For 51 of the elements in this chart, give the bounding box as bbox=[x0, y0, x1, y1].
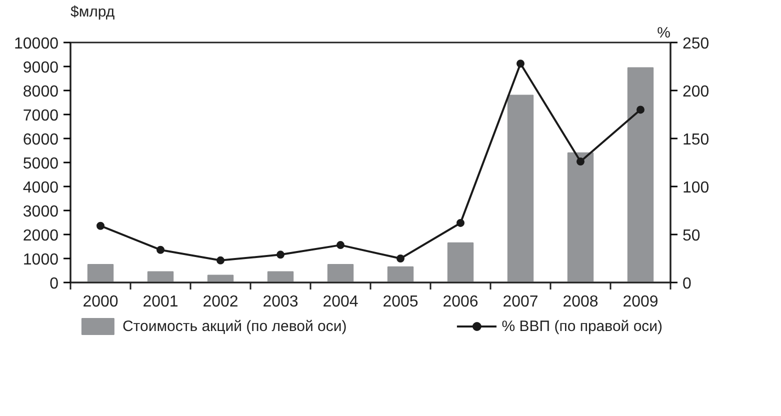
y-tick-label: 7000 bbox=[22, 108, 59, 124]
point bbox=[636, 106, 644, 114]
y2-tick-label: 50 bbox=[682, 228, 700, 244]
bar bbox=[87, 264, 114, 282]
x-tick-label: 2004 bbox=[322, 294, 358, 310]
point bbox=[576, 158, 584, 166]
x-tick-label: 2005 bbox=[382, 294, 418, 310]
point bbox=[156, 246, 164, 254]
y-tick-label: 2000 bbox=[22, 228, 59, 244]
bar bbox=[147, 271, 174, 282]
y-tick-label: 6000 bbox=[22, 132, 59, 148]
x-tick-label: 2006 bbox=[442, 294, 478, 310]
bar bbox=[327, 264, 354, 282]
bar bbox=[447, 242, 474, 282]
y2-tick-label: 100 bbox=[682, 180, 710, 196]
x-tick-label: 2000 bbox=[82, 294, 118, 310]
point bbox=[516, 60, 524, 68]
y-tick-label: 5000 bbox=[22, 156, 59, 172]
x-tick-label: 2009 bbox=[622, 294, 658, 310]
y2-tick-label: 150 bbox=[682, 132, 710, 148]
y2-tick-label: 200 bbox=[682, 84, 710, 100]
bar bbox=[387, 266, 414, 282]
y2-tick-label: 0 bbox=[682, 276, 692, 292]
point bbox=[456, 218, 464, 227]
y-tick-label: 10000 bbox=[14, 36, 59, 52]
x-tick-label: 2001 bbox=[142, 294, 178, 310]
point bbox=[396, 254, 404, 262]
point bbox=[336, 241, 344, 250]
bar bbox=[627, 67, 654, 282]
bar bbox=[207, 274, 234, 282]
y2-axis-title: % bbox=[657, 24, 671, 42]
legend-label: % ВВП (по правой оси) bbox=[502, 318, 663, 334]
y-tick-label: 4000 bbox=[22, 180, 59, 196]
bar bbox=[267, 271, 294, 282]
x-tick-label: 2008 bbox=[562, 294, 598, 310]
bar bbox=[567, 152, 594, 282]
bar bbox=[507, 94, 534, 282]
y-tick-label: 3000 bbox=[22, 204, 59, 220]
y-tick-label: 8000 bbox=[22, 84, 59, 100]
y2-tick-label: 250 bbox=[682, 36, 710, 52]
y-axis-title: $млрд bbox=[70, 4, 115, 20]
legend-label: Стоимость акций (по левой оси) bbox=[122, 318, 347, 334]
y-tick-label: 1000 bbox=[22, 252, 59, 268]
y-tick-label: 9000 bbox=[22, 60, 59, 76]
point bbox=[216, 256, 224, 264]
x-tick-label: 2002 bbox=[202, 294, 238, 310]
x-tick-label: 2007 bbox=[502, 294, 538, 310]
point bbox=[96, 222, 104, 230]
x-tick-label: 2003 bbox=[262, 294, 298, 310]
y-tick-label: 0 bbox=[50, 276, 59, 292]
point bbox=[276, 250, 284, 259]
